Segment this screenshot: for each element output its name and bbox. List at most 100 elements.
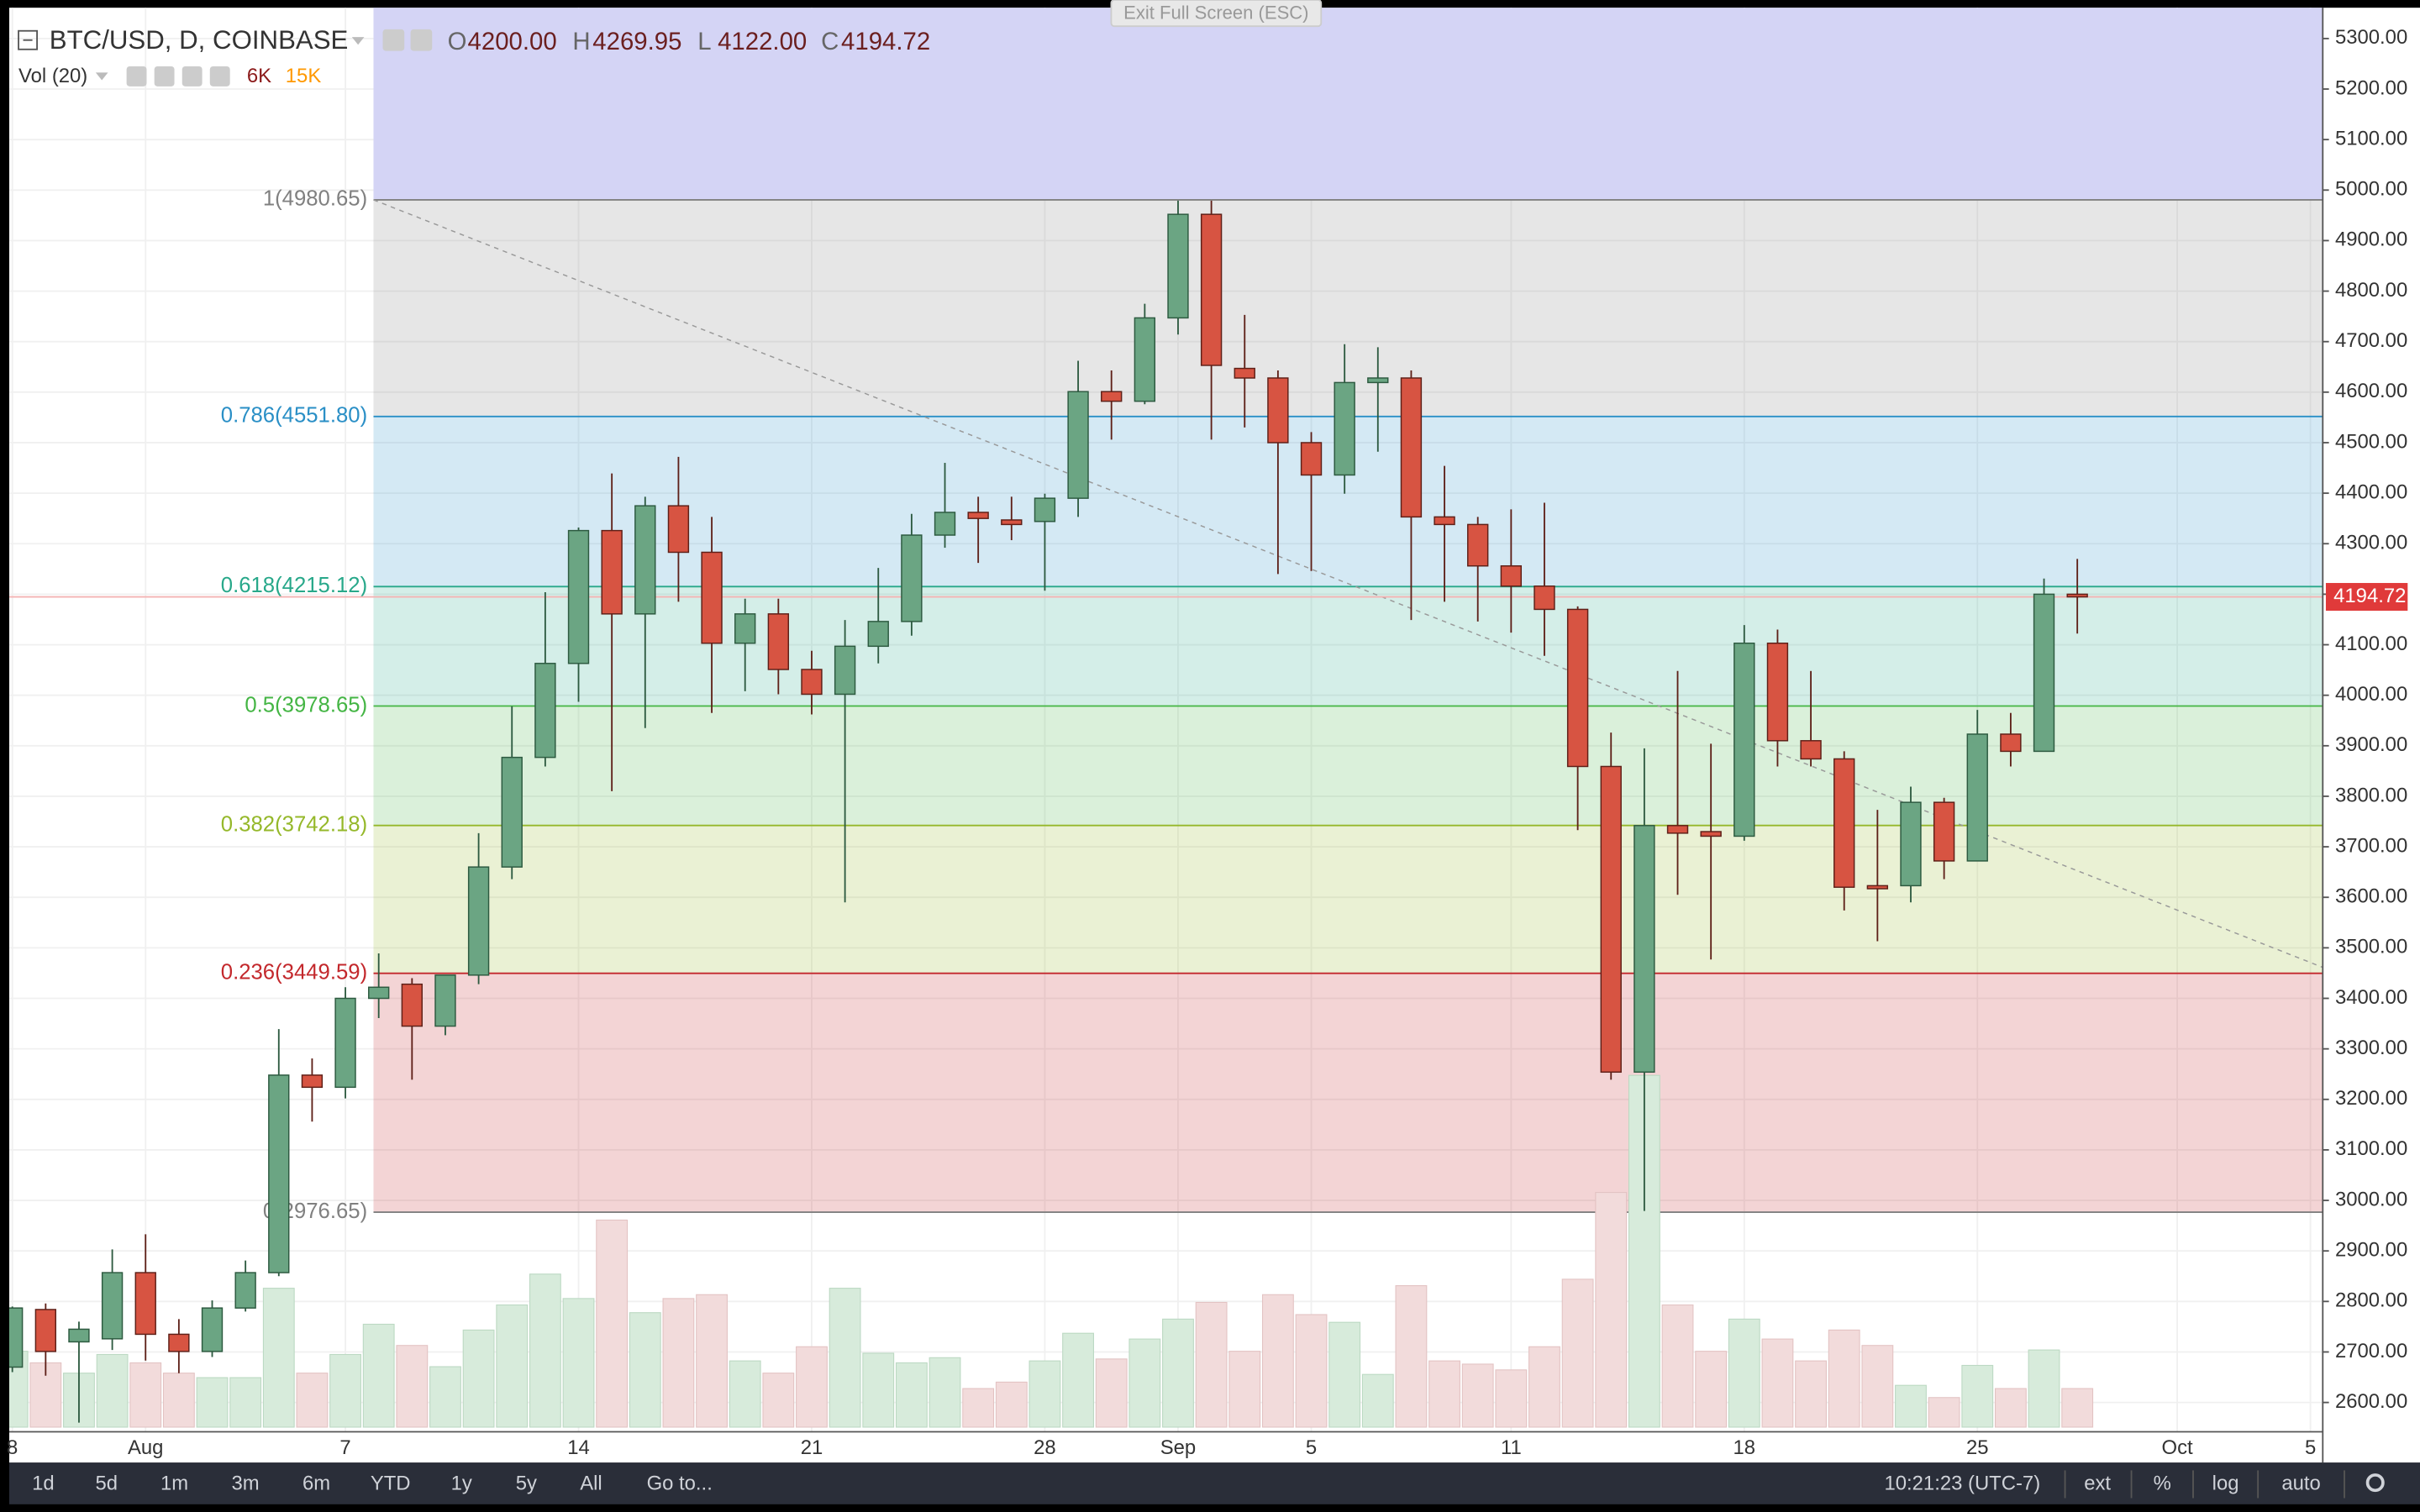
volume-bar — [529, 1273, 561, 1428]
symbol-title: BTC/USD, D, COINBASE — [50, 25, 349, 55]
trend-line — [373, 199, 2323, 969]
candle-body — [1600, 765, 1622, 1074]
candle-body — [1766, 642, 1789, 742]
volume-bar — [1528, 1346, 1560, 1428]
ohlc-key: C — [821, 28, 839, 55]
y-tick-label: 3500.00 — [2335, 936, 2407, 958]
candle-body — [1566, 608, 1589, 768]
candle-body — [1134, 317, 1156, 402]
volume-bar — [196, 1377, 229, 1428]
volume-bar — [1461, 1363, 1494, 1428]
candle-body — [368, 986, 390, 1000]
volume-bar — [129, 1362, 162, 1428]
ohlc-value: 4194.72 — [841, 28, 930, 55]
exit-fullscreen-button[interactable] — [1110, 0, 1323, 28]
volume-bar — [629, 1312, 661, 1428]
settings-gear[interactable] — [2365, 1473, 2385, 1493]
candle-body — [68, 1328, 90, 1343]
candle-body — [1101, 391, 1123, 402]
candle-body — [1467, 523, 1489, 567]
candle-body — [2033, 593, 2055, 753]
candle-body — [1267, 377, 1289, 444]
volume-bar — [995, 1381, 1028, 1428]
volume-bar — [729, 1360, 761, 1428]
y-tick-label: 4700.00 — [2335, 329, 2407, 352]
volume-bar — [1961, 1364, 1994, 1428]
option-button[interactable]: auto — [2281, 1472, 2320, 1494]
candle-body — [1800, 740, 1822, 760]
candle-body — [268, 1074, 290, 1273]
settings-icon[interactable] — [410, 29, 433, 51]
candle-body — [1067, 391, 1089, 499]
collapse-icon[interactable] — [18, 29, 38, 50]
fib-label: 0.236(3449.59) — [221, 960, 367, 984]
eye-icon[interactable] — [126, 66, 147, 87]
volume-bar — [2028, 1349, 2060, 1428]
volume-bar — [1062, 1332, 1094, 1428]
y-tick-label: 5100.00 — [2335, 127, 2407, 150]
range-button[interactable]: 1y — [451, 1472, 472, 1494]
volume-value: 6K — [247, 65, 271, 87]
candle-body — [1833, 758, 1855, 888]
candle-body — [667, 505, 690, 554]
range-button[interactable]: All — [580, 1472, 602, 1494]
volume-bar — [496, 1304, 529, 1428]
y-tick-label: 5300.00 — [2335, 26, 2407, 49]
settings-icon[interactable] — [154, 66, 175, 87]
y-tick-label: 2600.00 — [2335, 1390, 2407, 1413]
candle-body — [334, 997, 356, 1089]
candle-body — [201, 1307, 224, 1352]
y-tick-label: 2800.00 — [2335, 1289, 2407, 1312]
candle-body — [134, 1272, 156, 1336]
close-icon[interactable] — [209, 66, 230, 87]
candle-body — [1933, 801, 1955, 862]
y-tick-label: 4400.00 — [2335, 480, 2407, 503]
range-button[interactable]: 3m — [231, 1472, 259, 1494]
range-button[interactable]: 5y — [516, 1472, 537, 1494]
volume-bar — [1361, 1373, 1394, 1428]
y-tick-label: 4300.00 — [2335, 532, 2407, 554]
dropdown-caret[interactable] — [95, 72, 108, 81]
candle-body — [1733, 642, 1755, 837]
range-button[interactable]: 1m — [160, 1472, 188, 1494]
y-tick-label: 4800.00 — [2335, 279, 2407, 302]
volume-bar — [1428, 1360, 1460, 1428]
candle-body — [34, 1309, 57, 1352]
add-icon[interactable] — [182, 66, 203, 87]
volume-bar — [1195, 1301, 1228, 1428]
volume-bar — [829, 1288, 861, 1428]
ohlc-value: 4122.00 — [718, 28, 807, 55]
candle-body — [1367, 377, 1389, 384]
candle-body — [1167, 213, 1189, 319]
eye-icon[interactable] — [382, 29, 405, 51]
volume-bar — [229, 1377, 262, 1428]
y-tick-label: 4900.00 — [2335, 228, 2407, 251]
volume-bar — [96, 1353, 129, 1428]
option-button[interactable]: ext — [2084, 1472, 2111, 1494]
range-button[interactable]: 6m — [302, 1472, 330, 1494]
volume-bar — [1728, 1318, 1760, 1428]
clock: 10:21:23 (UTC-7) — [1885, 1472, 2041, 1494]
range-button[interactable]: 1d — [32, 1472, 55, 1494]
last-price-tag — [2325, 583, 2408, 612]
volume-bar — [662, 1298, 695, 1428]
volume-bar — [562, 1298, 595, 1428]
volume-bar — [1228, 1351, 1261, 1428]
dropdown-caret[interactable] — [351, 37, 365, 45]
volume-bar — [329, 1353, 361, 1428]
goto-button[interactable]: Go to... — [647, 1472, 713, 1494]
range-button[interactable]: YTD — [371, 1472, 411, 1494]
ohlc-value: 4200.00 — [468, 28, 557, 55]
option-button[interactable]: log — [2212, 1472, 2239, 1494]
fib-label: 0.5(3978.65) — [245, 693, 367, 717]
option-button[interactable]: % — [2154, 1472, 2171, 1494]
ohlc-key: L — [697, 28, 711, 55]
fib-zone — [373, 199, 2323, 417]
fib-zone — [373, 586, 2323, 706]
exit-fullscreen-label: Exit Full Screen (ESC) — [1123, 2, 1308, 23]
range-button[interactable]: 5d — [95, 1472, 118, 1494]
y-tick-label: 3300.00 — [2335, 1037, 2407, 1059]
volume-bar — [1795, 1360, 1827, 1428]
fib-zone — [373, 973, 2323, 1213]
candle-body — [1666, 825, 1689, 834]
